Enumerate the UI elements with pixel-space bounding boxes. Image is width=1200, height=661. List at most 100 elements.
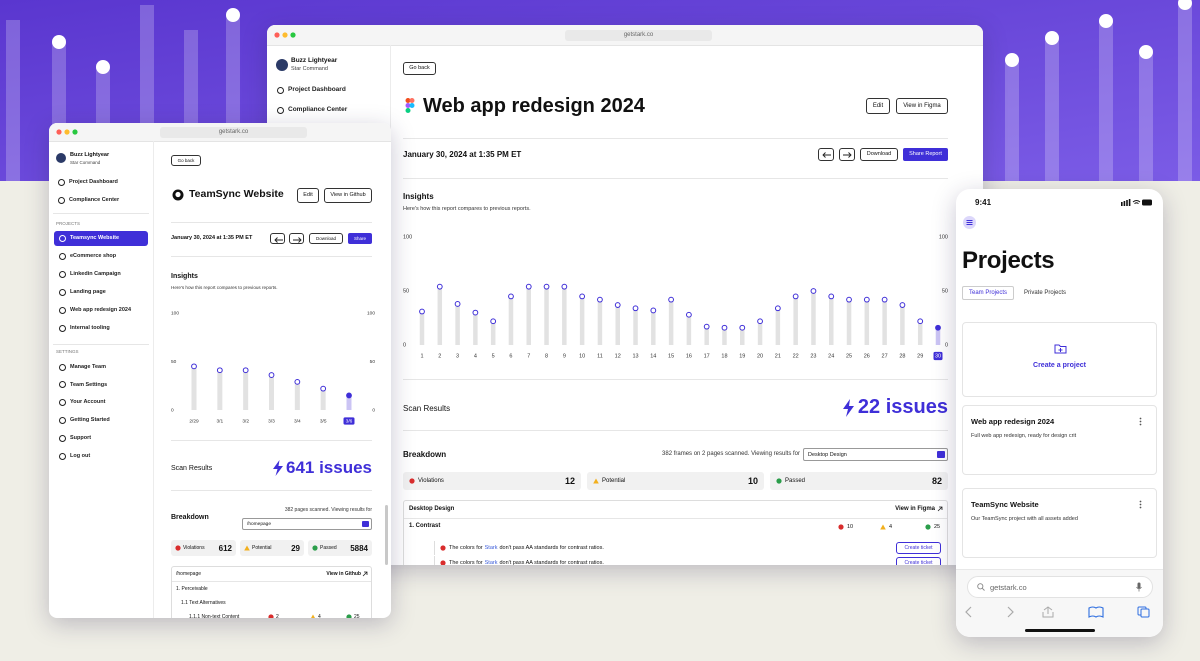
settings-item[interactable]: Your Account [70,399,106,406]
arrow-button[interactable] [818,148,834,161]
menu-button [963,216,976,229]
divider [53,213,149,214]
project-item[interactable]: eCommerce shop [70,252,117,259]
nav-item[interactable]: Compliance Center [288,106,348,114]
back-button[interactable]: Go back [403,62,436,75]
status-time: 9:41 [975,198,992,207]
action-button[interactable]: Edit [866,98,890,114]
y-tick-label: 50 [403,288,409,294]
nav-item[interactable]: Project Dashboard [288,86,346,94]
bar [217,370,223,410]
page-title: Web app redesign 2024 [423,95,645,117]
settings-item[interactable]: Manage Team [70,363,106,370]
issue-link[interactable]: Stark [484,544,498,551]
project-item[interactable]: Landing page [70,288,106,295]
x-tick-label: 7 [527,353,530,359]
count-icon [346,614,352,618]
ticket-button[interactable]: Create ticket [896,542,941,554]
breakdown-summary: 382 pages scanned. Viewing results for [284,507,372,513]
bar [615,305,620,345]
project-card[interactable]: Web app redesign 2024 Full web app redesi… [962,405,1157,475]
bar [508,296,514,345]
bar-point [810,288,817,294]
bar [191,366,197,410]
download-button[interactable]: Download [860,148,898,161]
bar [526,286,532,345]
tab[interactable]: Team Projects [962,286,1014,300]
x-tick-label: 25 [846,353,852,359]
y-tick-label-right: 50 [370,359,376,365]
settings-item[interactable]: Team Settings [70,381,108,388]
subgroup-name: 1.1 Text Alternatives [181,600,226,606]
stat-icon [593,478,599,484]
project-item-icon [59,324,66,332]
x-tick-label: 3/3 [268,418,275,424]
bar [704,326,709,345]
group-name: 1. Contrast [409,523,441,529]
settings-item[interactable]: Support [70,434,92,441]
y-tick-label-right: 0 [945,342,948,348]
project-item[interactable]: Teamsync Website [70,234,120,241]
project-card[interactable]: TeamSync Website Our TeamSync project wit… [962,488,1157,558]
breakdown-title: Breakdown [171,514,209,521]
nav-item[interactable]: Project Dashboard [69,178,118,185]
select-caret [362,521,369,527]
action-button[interactable]: View in Figma [896,98,948,114]
download-button[interactable]: Download [309,233,343,244]
project-item[interactable]: Linkedin Campaign [70,270,121,277]
search-icon [977,583,985,591]
page-select[interactable]: /homepage [242,518,372,530]
bar-point [242,367,249,374]
settings-item[interactable]: Getting Started [70,417,110,424]
screen-title: Projects [962,247,1055,274]
nav-item-icon [277,86,284,94]
x-tick-label: 3/2 [242,418,249,424]
bar-point [846,296,852,303]
create-label[interactable]: Create a project [1033,362,1086,369]
ticket-button[interactable]: Create ticket [896,557,941,565]
tab[interactable]: Private Projects [1023,290,1066,296]
issue-icon [440,560,446,565]
project-item[interactable]: Internal tooling [70,324,110,331]
settings-item-icon [59,452,66,460]
bar [900,305,905,345]
stat-label: Potential [252,545,272,551]
bar-point [472,309,479,316]
arrow-button[interactable] [839,148,855,161]
y-tick-label-right: 100 [939,234,948,240]
stat-value: 29 [291,543,300,553]
x-tick-label: 19 [739,353,745,359]
browser-toolbar [965,606,1150,618]
action-button[interactable]: View in Github [324,188,372,203]
create-card[interactable]: Create a project [962,322,1157,397]
bar-point [579,293,586,300]
nav-item[interactable]: Compliance Center [69,196,120,203]
bar-point [454,301,461,307]
bar [757,321,763,345]
search-field[interactable]: getstark.co [967,576,1153,598]
share-button[interactable]: Share Report [903,148,948,161]
issue-link[interactable]: Stark [484,559,498,566]
section-link[interactable]: View in Github [326,571,361,577]
divider [171,440,372,441]
bar [579,296,585,345]
bar-point [508,293,514,300]
page-select-value[interactable]: Desktop Design [808,451,847,458]
action-button[interactable]: Edit [297,188,319,203]
section-link[interactable]: View in Figma [895,506,935,512]
page-select-value[interactable]: /homepage [247,521,272,527]
settings-item[interactable]: Log out [70,452,91,459]
share-button[interactable]: Share [348,233,372,244]
arrow-button[interactable] [289,233,304,244]
x-tick-label: 5 [492,353,495,359]
back-button[interactable]: Go back [171,155,201,166]
report-date: January 30, 2024 at 1:35 PM ET [403,150,522,159]
bar-point [685,311,692,318]
bar [935,327,941,345]
project-item[interactable]: Web app redesign 2024 [70,306,132,313]
page-select[interactable]: Desktop Design [803,448,948,461]
arrow-button[interactable] [270,233,285,244]
x-tick-label: 1 [420,353,423,359]
